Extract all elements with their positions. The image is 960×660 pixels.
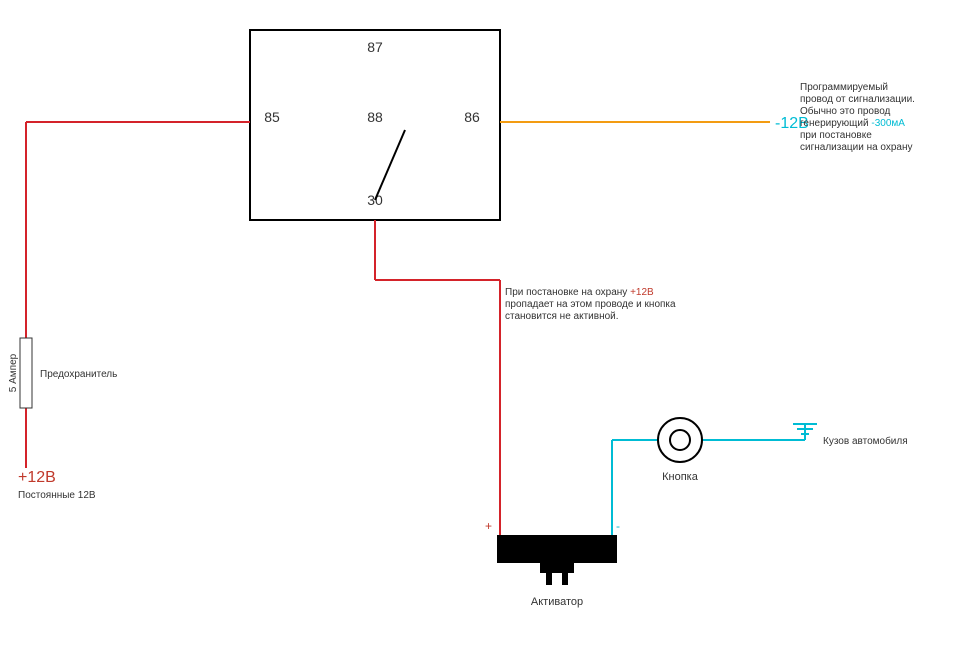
activator-plus: +	[485, 519, 492, 533]
mid-annotation-line: При постановке на охрану +12В	[505, 287, 654, 298]
right-annotation-line: при постановке	[800, 130, 872, 141]
activator-prong	[562, 573, 568, 585]
button-label: Кнопка	[662, 471, 699, 483]
relay-pin-86: 86	[464, 109, 480, 125]
supply-12v-note: Постоянные 12В	[18, 490, 96, 501]
ground-label: Кузов автомобиля	[823, 435, 908, 447]
right-annotation-line: Обычно это провод	[800, 105, 891, 117]
activator-minus: -	[616, 519, 620, 533]
right-annotation-line: сигнализации на охрану	[800, 142, 913, 153]
relay-pin-87: 87	[367, 39, 383, 55]
right-annotation-line: провод от сигнализации.	[800, 94, 915, 105]
activator-body	[497, 535, 617, 563]
circuit-diagram: 87858886305 АмперПредохранитель+12ВПосто…	[0, 0, 960, 660]
mid-annotation-line: пропадает на этом проводе и кнопка	[505, 299, 676, 310]
activator-plug	[540, 563, 574, 573]
supply-12v-label: +12В	[18, 469, 56, 486]
right-annotation-line: Программируемый	[800, 82, 888, 93]
fuse-symbol	[20, 338, 32, 408]
fuse-caption: Предохранитель	[40, 369, 117, 380]
mid-annotation-line: становится не активной.	[505, 311, 619, 322]
relay-pin-88: 88	[367, 109, 383, 125]
activator-prong	[546, 573, 552, 585]
button-inner	[670, 430, 690, 450]
right-annotation-line: генерирующий -300мА	[800, 118, 905, 129]
relay-pin-85: 85	[264, 109, 280, 125]
button-outer	[658, 418, 702, 462]
fuse-rating: 5 Ампер	[8, 353, 19, 392]
activator-label: Активатор	[531, 596, 583, 608]
